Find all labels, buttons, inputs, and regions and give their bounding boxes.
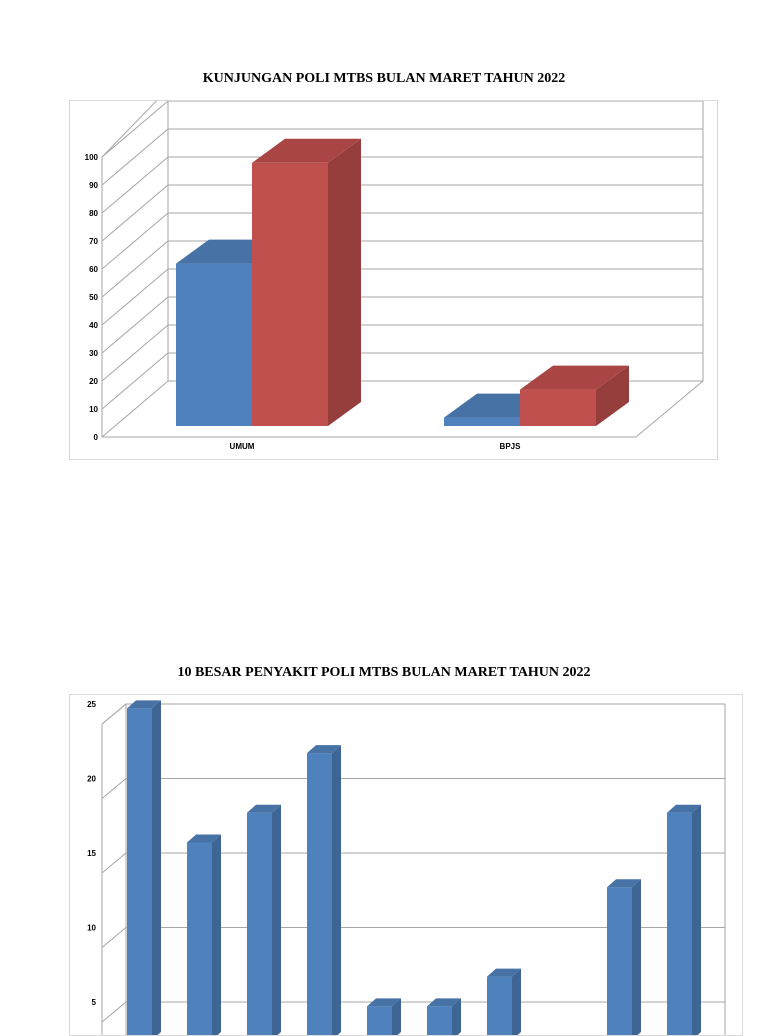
side-gridline: [101, 128, 169, 186]
side-gridline: [101, 1001, 127, 1023]
bar-disease-2: [187, 834, 221, 1035]
bar-disease-5: [367, 998, 401, 1035]
bar-disease-4: [307, 745, 341, 1035]
side-gridline: [101, 156, 169, 214]
floor-right-edge: [635, 380, 704, 438]
bar-disease-1: [127, 700, 161, 1035]
chart-2-frame: 5 10 15 20 25: [69, 694, 743, 1036]
bar-disease-10: [667, 804, 701, 1035]
side-gridline: [101, 212, 169, 270]
x-tick-label: UMUM: [230, 442, 255, 451]
bar-disease-9: [607, 879, 641, 1035]
bar-umum-series-2: [252, 138, 361, 427]
y-tick-label: 90: [89, 181, 98, 190]
side-gridline: [101, 296, 169, 354]
y-tick-label: 20: [89, 377, 98, 386]
side-gridline: [101, 927, 127, 948]
y-tick-label: 20: [87, 775, 96, 784]
side-gridline: [101, 852, 127, 874]
chart-1-plot: 0 10 20 30 40 50 60 70 80 90 100 UMUM BPJS: [85, 101, 704, 451]
y-tick-label: 15: [87, 849, 96, 858]
y-tick-label: 10: [87, 924, 96, 933]
bar-bpjs-series-2: [520, 365, 629, 426]
chart-1-frame: 0 10 20 30 40 50 60 70 80 90 100 UMUM BPJS: [69, 100, 718, 460]
y-tick-label: 10: [89, 405, 98, 414]
y-tick-label: 25: [87, 700, 96, 709]
bar-disease-7: [487, 968, 521, 1035]
side-gridline: [101, 703, 127, 725]
side-wall-top-edge: [101, 101, 158, 158]
y-tick-label: 50: [89, 293, 98, 302]
side-gridline: [101, 352, 169, 410]
bar-disease-3: [247, 804, 281, 1035]
chart-2-title: 10 BESAR PENYAKIT POLI MTBS BULAN MARET …: [177, 665, 591, 680]
side-gridline: [101, 324, 169, 382]
y-tick-label: 80: [89, 209, 98, 218]
chart-2-plot: 5 10 15 20 25: [87, 700, 726, 1035]
side-gridline: [101, 380, 169, 438]
side-gridline: [101, 268, 169, 326]
y-tick-label: 0: [94, 433, 99, 442]
y-tick-label: 100: [85, 153, 99, 162]
y-tick-label: 40: [89, 321, 98, 330]
side-gridline: [101, 240, 169, 298]
x-tick-label: BPJS: [500, 442, 522, 451]
y-tick-label: 30: [89, 349, 98, 358]
y-tick-label: 70: [89, 237, 98, 246]
y-tick-label: 60: [89, 265, 98, 274]
side-gridline: [101, 101, 169, 158]
y-tick-label: 5: [92, 998, 97, 1007]
side-gridline: [101, 778, 127, 799]
chart-1-title: KUNJUNGAN POLI MTBS BULAN MARET TAHUN 20…: [202, 71, 566, 86]
side-gridline: [101, 184, 169, 242]
bar-disease-6: [427, 998, 461, 1035]
